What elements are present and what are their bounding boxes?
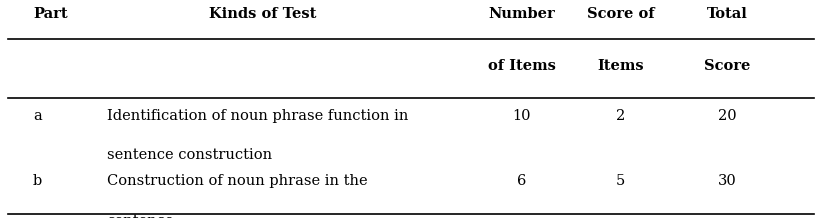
Text: 2: 2: [616, 109, 626, 123]
Text: Part: Part: [33, 7, 67, 20]
Text: a: a: [33, 109, 42, 123]
Text: Construction of noun phrase in the: Construction of noun phrase in the: [107, 174, 367, 188]
Text: b: b: [33, 174, 42, 188]
Text: sentence construction: sentence construction: [107, 148, 272, 162]
Text: Identification of noun phrase function in: Identification of noun phrase function i…: [107, 109, 409, 123]
Text: Score: Score: [704, 59, 750, 73]
Text: 6: 6: [517, 174, 527, 188]
Text: sentence: sentence: [107, 214, 173, 218]
Text: Kinds of Test: Kinds of Test: [210, 7, 316, 20]
Text: Number: Number: [488, 7, 556, 20]
Text: 10: 10: [513, 109, 531, 123]
Text: 20: 20: [718, 109, 737, 123]
Text: Score of: Score of: [587, 7, 654, 20]
Text: 5: 5: [616, 174, 626, 188]
Text: 30: 30: [718, 174, 737, 188]
Text: of Items: of Items: [488, 59, 556, 73]
Text: Total: Total: [707, 7, 748, 20]
Text: Items: Items: [598, 59, 644, 73]
